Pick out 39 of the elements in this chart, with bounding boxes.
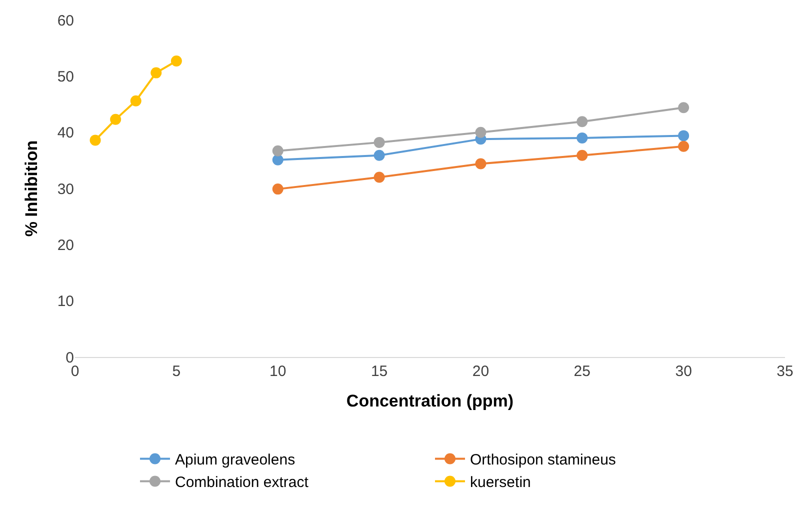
point <box>678 102 690 114</box>
y-tick-label: 50 <box>57 68 74 86</box>
legend-label: kuersetin <box>470 474 531 492</box>
point <box>130 95 142 106</box>
point <box>576 150 588 161</box>
x-tick-label: 20 <box>472 363 490 380</box>
y-axis-title: % Inhibition <box>22 140 41 237</box>
point <box>374 150 385 161</box>
point <box>576 116 588 128</box>
point <box>170 56 182 66</box>
point <box>475 158 486 170</box>
point <box>272 145 284 156</box>
point <box>678 130 690 142</box>
point <box>678 140 690 152</box>
point <box>110 114 122 125</box>
x-tick-label: 15 <box>370 363 388 380</box>
y-tick-label: 0 <box>66 349 74 366</box>
y-tick-label: 40 <box>57 124 74 142</box>
point <box>374 172 385 183</box>
y-tick-label: 10 <box>57 293 74 310</box>
y-tick-label: 30 <box>57 180 74 198</box>
legend-label: Combination extract <box>175 474 310 492</box>
point <box>475 126 486 138</box>
y-tick-label: 20 <box>57 236 74 254</box>
x-tick-label: 25 <box>574 363 590 380</box>
point <box>90 134 101 146</box>
y-tick-label: 60 <box>57 12 74 30</box>
x-tick-label: 5 <box>172 363 181 380</box>
point <box>150 67 162 78</box>
x-tick-label: 30 <box>675 363 692 380</box>
point <box>374 136 385 148</box>
x-axis-title: Concentration (ppm) <box>346 391 514 410</box>
legend-label: Apium graveolens <box>175 452 296 469</box>
x-tick-label: 10 <box>270 363 286 380</box>
point <box>272 154 284 166</box>
legend-label: Orthosipon stamineus <box>470 452 616 469</box>
x-tick-label: 35 <box>776 363 794 380</box>
point <box>576 132 588 144</box>
point <box>272 184 284 195</box>
